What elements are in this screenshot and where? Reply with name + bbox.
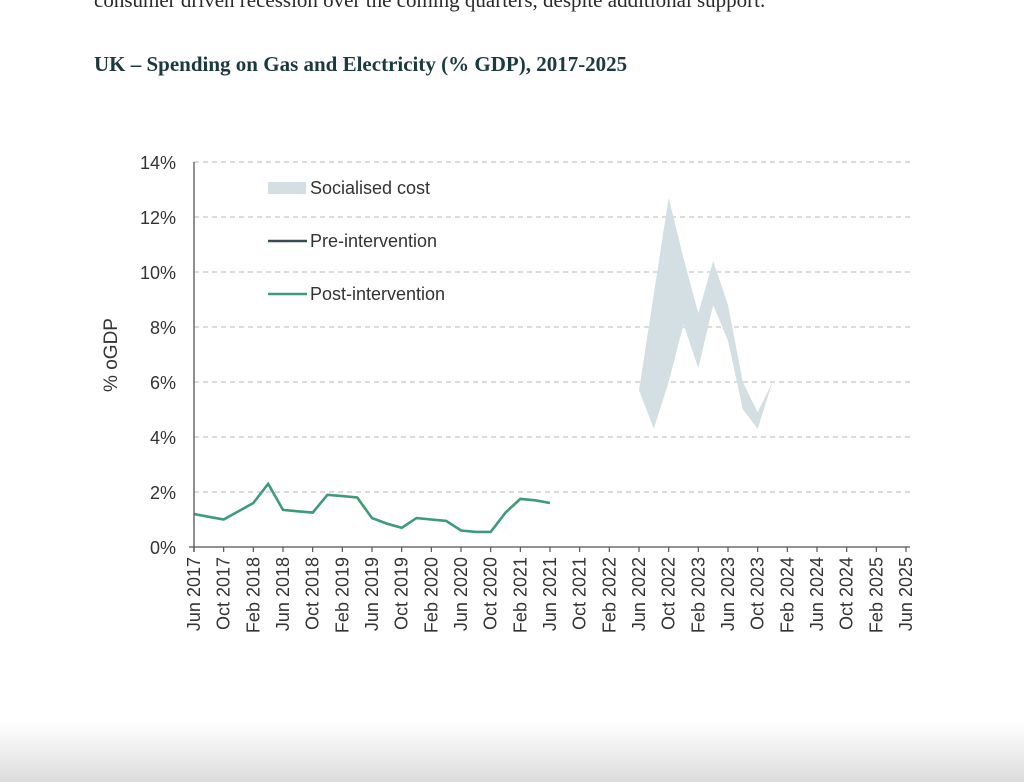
- x-tick-label: Oct 2018: [303, 557, 323, 630]
- y-tick-label: 6%: [150, 373, 176, 393]
- legend: Socialised cost Pre-intervention Post-inte…: [268, 178, 445, 304]
- x-tick-label: Oct 2024: [837, 557, 857, 630]
- legend-label: Pre-intervention: [310, 231, 437, 251]
- x-tick-label: Oct 2020: [481, 557, 501, 630]
- x-tick-label: Oct 2021: [570, 557, 590, 630]
- y-tick-label: 8%: [150, 318, 176, 338]
- x-tick-label: Feb 2022: [599, 557, 619, 633]
- x-tick-label: Feb 2024: [777, 557, 797, 633]
- x-tick-label: Feb 2019: [332, 557, 352, 633]
- socialised-cost-area: [639, 197, 773, 429]
- x-tick-label: Jun 2024: [807, 557, 827, 631]
- chart-heading: UK – Spending on Gas and Electricity (% …: [94, 52, 628, 76]
- y-tick-label: 4%: [150, 428, 176, 448]
- x-tick-label: Jun 2019: [362, 557, 382, 631]
- x-tick-label: Jun 2023: [718, 557, 738, 631]
- y-tick-label: 0%: [150, 538, 176, 558]
- page-bottom-shade: [0, 722, 1024, 782]
- x-tick-label: Oct 2022: [659, 557, 679, 630]
- x-tick-label: Jun 2017: [184, 557, 204, 631]
- x-tick-label: Oct 2019: [392, 557, 412, 630]
- y-tick-labels: 0% 2% 4% 6% 8% 10% 12% 14%: [140, 153, 176, 558]
- x-tick-label: Feb 2021: [510, 557, 530, 633]
- x-tick-label: Jun 2025: [896, 557, 916, 631]
- x-tick-label: Jun 2020: [451, 557, 471, 631]
- y-tick-label: 14%: [140, 153, 176, 173]
- x-tick-label: Feb 2023: [688, 557, 708, 633]
- x-tick-label: Oct 2017: [214, 557, 234, 630]
- x-tick-label: Jun 2022: [629, 557, 649, 631]
- x-tick-label: Jun 2021: [540, 557, 560, 631]
- y-axis-label: % oGDP: [101, 318, 122, 392]
- preceding-paragraph: consumer driven recession over the comin…: [94, 0, 766, 12]
- legend-label: Post-intervention: [310, 284, 445, 304]
- x-tick-label: Feb 2018: [243, 557, 263, 633]
- x-tick-labels: Jun 2017 Oct 2017 Feb 2018 Jun 2018 Oct 2018…: [184, 547, 916, 633]
- x-tick-label: Feb 2025: [866, 557, 886, 633]
- y-tick-label: 12%: [140, 208, 176, 228]
- axes: [189, 162, 910, 552]
- grid-lines: [194, 161, 912, 493]
- legend-label: Socialised cost: [310, 178, 430, 198]
- socialised-cost-region: [639, 197, 773, 429]
- series-lines: [193, 481, 551, 534]
- x-tick-label: Jun 2018: [273, 557, 293, 631]
- legend-swatch-socialised: [268, 182, 306, 194]
- x-tick-label: Oct 2023: [748, 557, 768, 630]
- post-intervention-line: [193, 481, 551, 534]
- x-tick-label: Feb 2020: [421, 557, 441, 633]
- y-tick-label: 2%: [150, 483, 176, 503]
- y-tick-label: 10%: [140, 263, 176, 283]
